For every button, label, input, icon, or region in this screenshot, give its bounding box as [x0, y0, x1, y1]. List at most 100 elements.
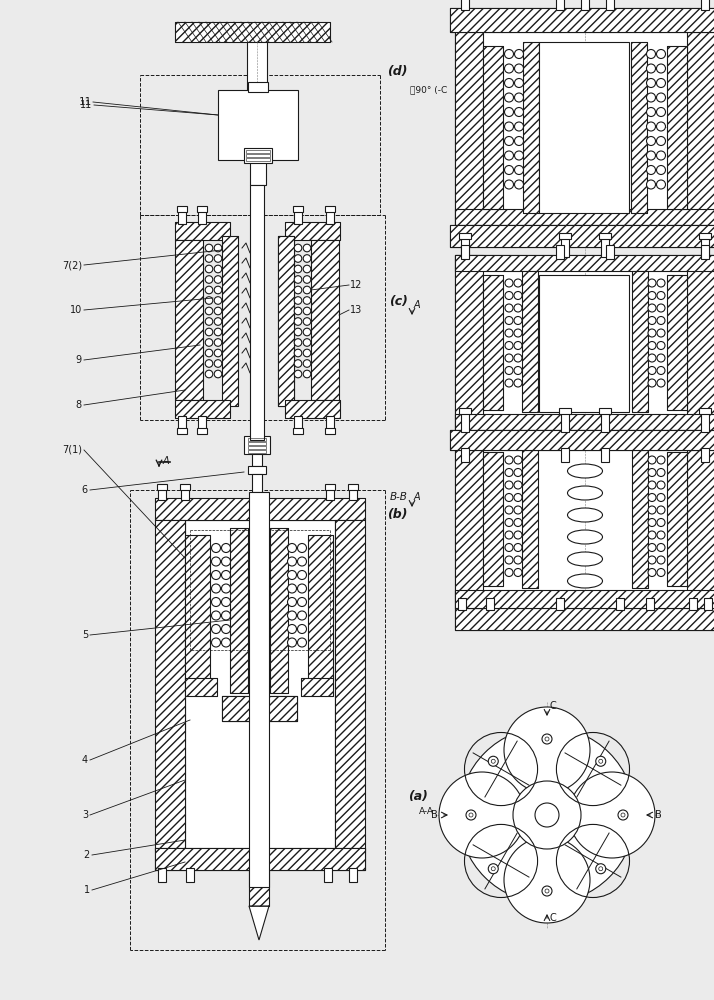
- Bar: [632, 448, 648, 588]
- Circle shape: [505, 79, 513, 88]
- Circle shape: [648, 366, 656, 374]
- Bar: [483, 275, 503, 410]
- Bar: [667, 275, 687, 410]
- Bar: [455, 255, 714, 271]
- Circle shape: [648, 354, 656, 362]
- Circle shape: [514, 518, 522, 526]
- Circle shape: [515, 64, 523, 73]
- Circle shape: [657, 342, 665, 350]
- Circle shape: [542, 886, 552, 896]
- Ellipse shape: [568, 508, 603, 522]
- Bar: [523, 42, 539, 213]
- Circle shape: [205, 297, 213, 304]
- Bar: [335, 520, 365, 850]
- Circle shape: [505, 366, 513, 374]
- Circle shape: [646, 122, 655, 131]
- Circle shape: [514, 354, 522, 362]
- Text: 7(2): 7(2): [62, 260, 82, 270]
- Bar: [230, 528, 248, 693]
- Circle shape: [648, 342, 656, 350]
- Bar: [222, 236, 238, 406]
- Bar: [455, 430, 714, 448]
- Text: 7(1): 7(1): [62, 445, 82, 455]
- Bar: [455, 414, 714, 430]
- Bar: [185, 520, 335, 850]
- Text: A: A: [163, 456, 170, 466]
- Circle shape: [466, 810, 476, 820]
- Circle shape: [648, 568, 656, 576]
- Circle shape: [514, 568, 522, 576]
- Circle shape: [515, 93, 523, 102]
- Circle shape: [303, 370, 311, 378]
- Bar: [701, 448, 709, 462]
- Bar: [667, 46, 687, 209]
- Bar: [667, 275, 687, 410]
- Bar: [701, 0, 709, 10]
- Bar: [252, 474, 262, 492]
- Circle shape: [294, 297, 302, 304]
- Bar: [185, 678, 217, 696]
- Ellipse shape: [568, 552, 603, 566]
- Circle shape: [542, 734, 552, 744]
- Bar: [455, 430, 483, 608]
- Bar: [455, 430, 483, 608]
- Bar: [249, 868, 269, 906]
- Bar: [248, 450, 266, 453]
- Text: 1: 1: [84, 885, 90, 895]
- Bar: [285, 222, 340, 240]
- Text: 11: 11: [79, 97, 92, 107]
- Bar: [252, 454, 262, 466]
- Circle shape: [648, 456, 656, 464]
- Circle shape: [294, 339, 302, 346]
- Circle shape: [288, 584, 296, 593]
- Circle shape: [648, 379, 656, 387]
- Circle shape: [514, 292, 522, 300]
- Text: (a): (a): [408, 790, 428, 803]
- Bar: [667, 46, 687, 209]
- Bar: [559, 233, 571, 239]
- Circle shape: [646, 93, 655, 102]
- Circle shape: [505, 379, 513, 387]
- Bar: [450, 225, 714, 247]
- Bar: [186, 868, 194, 882]
- Circle shape: [205, 286, 213, 294]
- Bar: [455, 255, 714, 430]
- Bar: [556, 245, 564, 259]
- Bar: [461, 237, 469, 257]
- Circle shape: [656, 107, 665, 116]
- Circle shape: [205, 318, 213, 325]
- Bar: [561, 412, 569, 432]
- Circle shape: [618, 810, 628, 820]
- Text: A-A: A-A: [419, 808, 434, 816]
- Circle shape: [657, 568, 665, 576]
- Circle shape: [657, 456, 665, 464]
- Bar: [185, 535, 210, 680]
- Bar: [218, 90, 298, 160]
- Bar: [455, 430, 714, 448]
- Bar: [249, 492, 269, 887]
- Bar: [270, 528, 288, 693]
- Circle shape: [288, 638, 296, 647]
- Circle shape: [646, 79, 655, 88]
- Circle shape: [514, 456, 522, 464]
- Text: C: C: [550, 913, 557, 923]
- Circle shape: [294, 307, 302, 315]
- Circle shape: [505, 49, 513, 58]
- Circle shape: [505, 292, 513, 300]
- Bar: [325, 206, 335, 212]
- Bar: [335, 520, 365, 850]
- Bar: [155, 848, 365, 870]
- Circle shape: [657, 506, 665, 514]
- Bar: [667, 452, 687, 586]
- Circle shape: [488, 756, 498, 766]
- Bar: [667, 452, 687, 586]
- Bar: [687, 30, 714, 225]
- Circle shape: [657, 544, 665, 552]
- Circle shape: [657, 379, 665, 387]
- Circle shape: [221, 611, 231, 620]
- Bar: [701, 412, 709, 432]
- Bar: [247, 42, 267, 97]
- Bar: [556, 0, 564, 10]
- Circle shape: [646, 107, 655, 116]
- Circle shape: [214, 265, 222, 273]
